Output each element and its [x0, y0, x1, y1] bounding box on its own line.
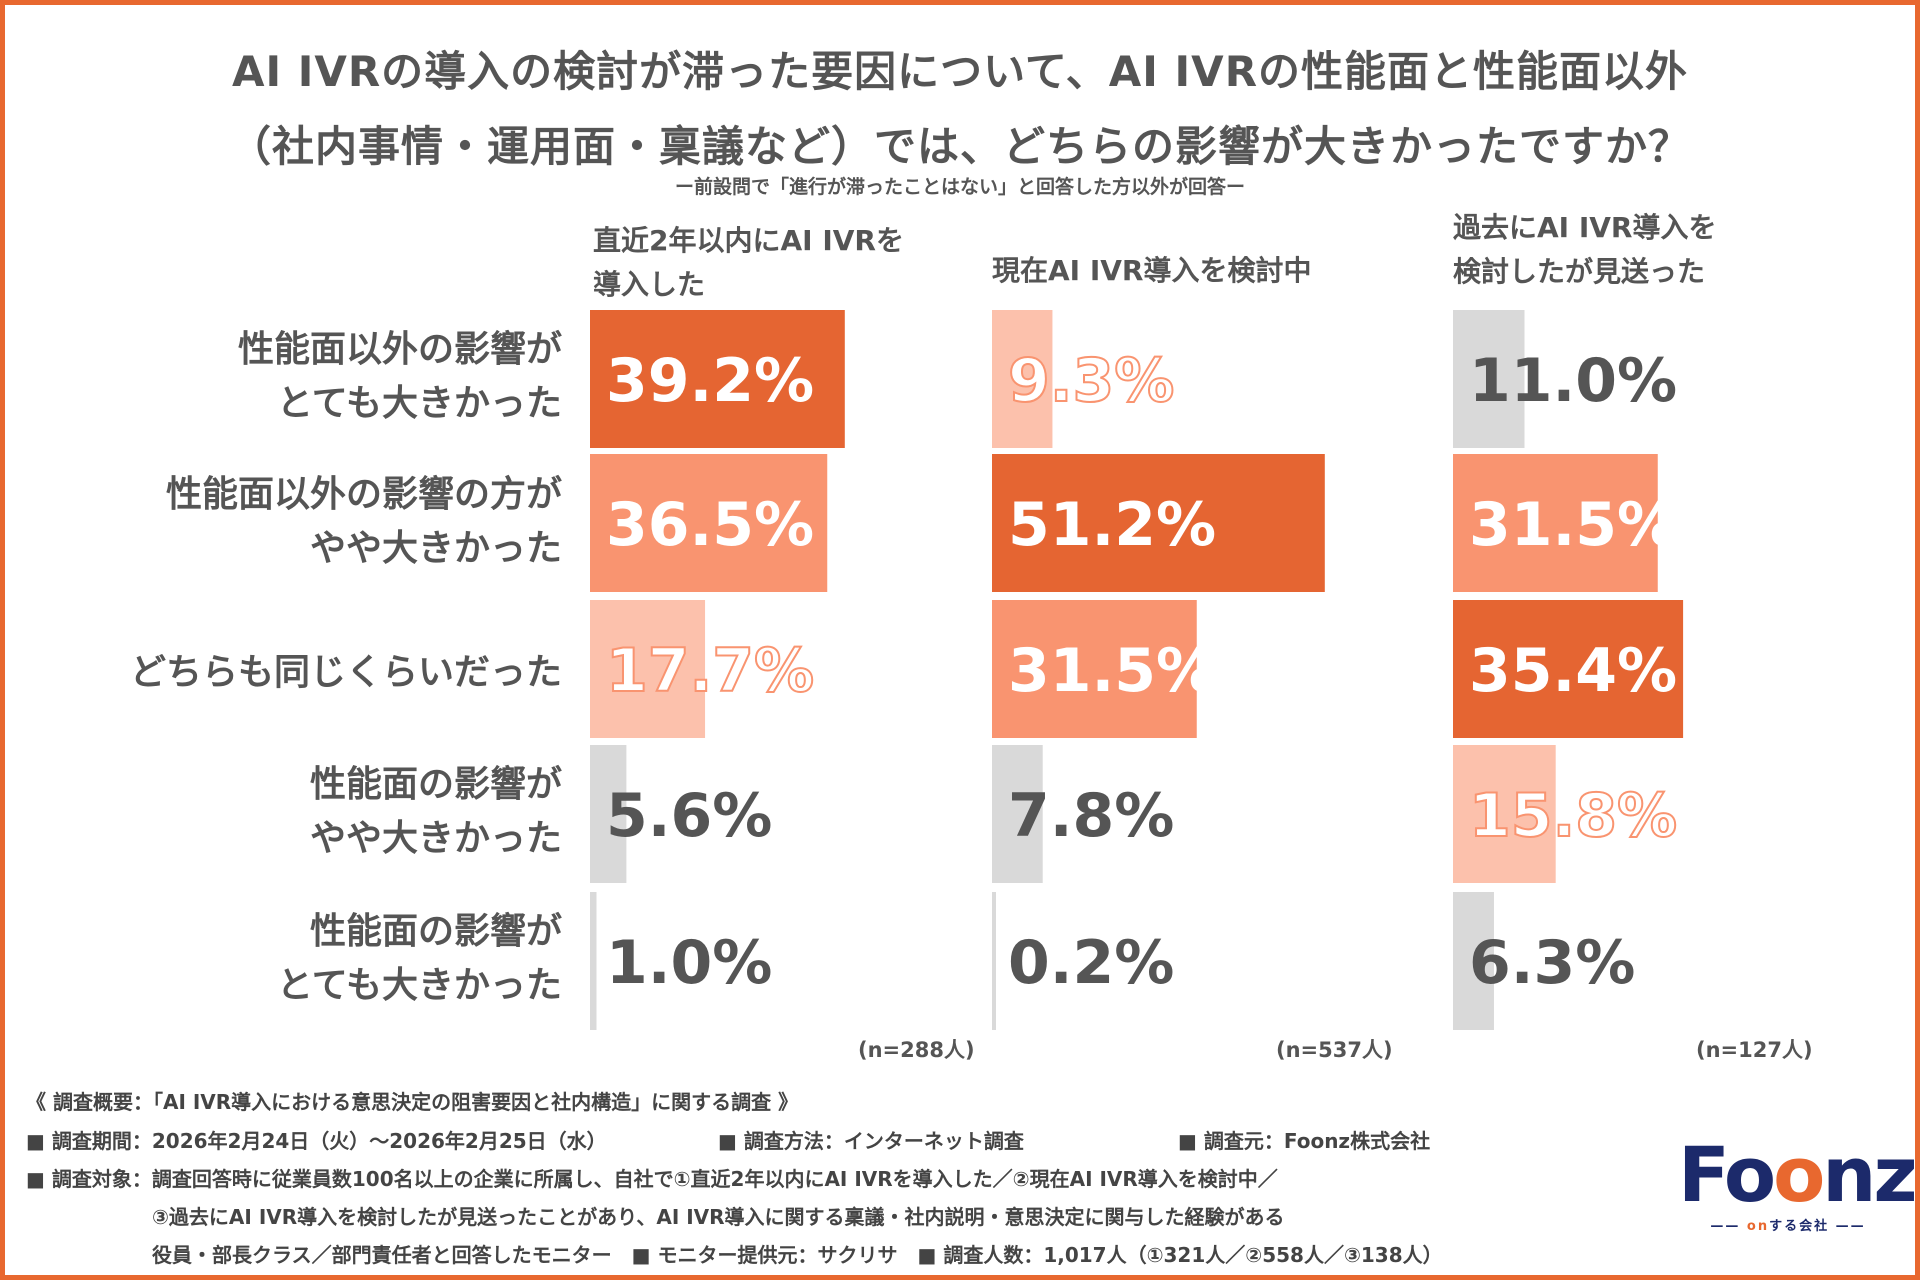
category-label-line: 性能面以外の影響の方が — [165, 474, 562, 515]
bar-value-label: 11.0% — [1469, 346, 1677, 416]
bar-value-label: 31.5% — [1008, 636, 1216, 706]
bar — [992, 454, 1325, 592]
group-title-considering: 現在AI IVR導入を検討中 — [992, 249, 1312, 293]
bar — [1453, 745, 1556, 883]
chart-title-line-2: （社内事情・運用面・稟議など）では、どちらの影響が大きかったですか？ — [228, 122, 1691, 171]
group-title-recent-adopted: 直近2年以内にAI IVRを 導入した — [593, 219, 904, 307]
category-label-line: 性能面の影響が — [309, 764, 562, 805]
category-label-line: とても大きかった — [276, 383, 562, 424]
bar — [992, 892, 996, 1030]
category-label-performance-very: 性能面の影響が とても大きかった — [40, 905, 562, 1013]
bar-value-label: 6.3% — [1469, 928, 1635, 998]
group-title-line: 導入した — [593, 268, 706, 301]
bar — [1453, 600, 1684, 738]
bar-value-label: 9.3% — [1008, 346, 1174, 416]
category-label-line: どちらも同じくらいだった — [129, 652, 562, 693]
group-title-postponed: 過去にAI IVR導入を 検討したが見送った — [1453, 206, 1717, 294]
bar-value-label: 0.2% — [1008, 928, 1174, 998]
chart-title-line-1: AI IVRの導入の検討が滞った要因について、AI IVRの性能面と性能面以外 — [231, 47, 1689, 96]
group-title-line: 過去にAI IVR導入を — [1453, 211, 1717, 244]
bar — [992, 310, 1053, 448]
bar — [590, 454, 828, 592]
bar — [590, 310, 845, 448]
survey-target-line-2: ③過去にAI IVR導入を検討したが見送ったことがあり、AI IVR導入に関する… — [152, 1205, 1285, 1229]
bar-value-label: 17.7% — [606, 636, 814, 706]
bar — [590, 745, 627, 883]
group-title-line: 現在AI IVR導入を検討中 — [992, 254, 1312, 287]
bar-value-label: 15.8% — [1469, 781, 1677, 851]
category-label-line: やや大きかった — [309, 818, 562, 859]
category-label-performance-other-somewhat: 性能面以外の影響の方が やや大きかった — [40, 468, 562, 576]
category-label-line: やや大きかった — [309, 528, 562, 569]
bar — [590, 600, 706, 738]
bar-value-label: 39.2% — [606, 346, 814, 416]
survey-target-line-3: 役員・部長クラス／部門責任者と回答したモニター ■ モニター提供元：サクリサ ■… — [152, 1243, 1443, 1267]
category-label-performance-other-very: 性能面以外の影響が とても大きかった — [40, 323, 562, 431]
sample-size-label: (n=537人) — [1276, 1038, 1393, 1062]
sample-size-label: (n=288人) — [858, 1038, 975, 1062]
survey-method: ■ 調査方法：インターネット調査 — [718, 1129, 1024, 1153]
group-title-line: 検討したが見送った — [1453, 255, 1706, 288]
survey-overview: 《 調査概要：「AI IVR導入における意思決定の阻害要因と社内構造」に関する調… — [26, 1090, 799, 1114]
logo-wordmark: Foonz — [1678, 1130, 1918, 1219]
bar-value-label: 5.6% — [606, 781, 772, 851]
chart-subtitle: ー前設問で「進行が滞ったことはない」と回答した方以外が回答ー — [674, 176, 1245, 198]
bar — [1453, 310, 1525, 448]
bar-value-label: 7.8% — [1008, 781, 1174, 851]
logo-tagline: —— onする会社 —— — [1710, 1219, 1866, 1234]
category-label-line: 性能面以外の影響が — [237, 329, 562, 370]
bar-value-label: 35.4% — [1469, 636, 1677, 706]
category-label-performance-somewhat: 性能面の影響が やや大きかった — [40, 758, 562, 866]
bar — [992, 745, 1043, 883]
bar-value-label: 1.0% — [606, 928, 772, 998]
survey-period: ■ 調査期間：2026年2月24日（火）～2026年2月25日（水） — [26, 1129, 607, 1153]
bar-value-label: 36.5% — [606, 490, 814, 560]
bar-value-label: 51.2% — [1008, 490, 1216, 560]
bar — [1453, 892, 1494, 1030]
foonz-logo: Foonz —— onする会社 —— — [1678, 1130, 1918, 1245]
bar — [590, 892, 597, 1030]
survey-source: ■ 調査元：Foonz株式会社 — [1178, 1129, 1431, 1153]
category-label-line: とても大きかった — [276, 965, 562, 1006]
category-label-line: 性能面の影響が — [309, 911, 562, 952]
bar — [1453, 454, 1658, 592]
sample-size-label: (n=127人) — [1696, 1038, 1813, 1062]
bar — [992, 600, 1197, 738]
bar-value-label: 31.5% — [1469, 490, 1677, 560]
group-title-line: 直近2年以内にAI IVRを — [593, 224, 904, 257]
category-label-same: どちらも同じくらいだった — [40, 646, 562, 700]
survey-target-line-1: ■ 調査対象：調査回答時に従業員数100名以上の企業に所属し、自社で①直近2年以… — [26, 1167, 1278, 1191]
